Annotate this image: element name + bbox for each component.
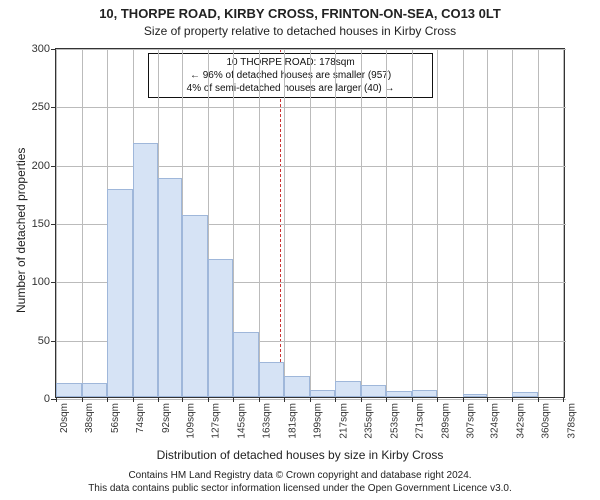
x-tick-mark xyxy=(538,397,539,402)
histogram-bar xyxy=(208,259,234,397)
footer-line-1: Contains HM Land Registry data © Crown c… xyxy=(0,470,600,483)
x-tick-label: 20sqm xyxy=(59,403,70,433)
plot-area: 10 THORPE ROAD: 178sqm ← 96% of detached… xyxy=(55,48,565,398)
chart-subtitle: Size of property relative to detached ho… xyxy=(0,24,600,38)
x-tick-label: 199sqm xyxy=(313,403,324,439)
x-tick-label: 145sqm xyxy=(236,403,247,439)
y-axis-label: Number of detached properties xyxy=(14,148,28,313)
grid-line xyxy=(563,49,564,399)
chart-container: 10, THORPE ROAD, KIRBY CROSS, FRINTON-ON… xyxy=(0,0,600,500)
x-tick-mark xyxy=(82,397,83,402)
histogram-bar xyxy=(158,178,182,397)
histogram-bar xyxy=(310,390,336,397)
x-tick-mark xyxy=(310,397,311,402)
grid-line xyxy=(361,49,362,399)
x-tick-mark xyxy=(107,397,108,402)
histogram-bar xyxy=(412,390,438,397)
grid-line xyxy=(56,49,57,399)
grid-line xyxy=(82,49,83,399)
x-tick-mark xyxy=(56,397,57,402)
histogram-bar xyxy=(233,332,259,397)
x-tick-label: 307sqm xyxy=(466,403,477,439)
x-tick-label: 56sqm xyxy=(110,403,121,433)
x-tick-mark xyxy=(512,397,513,402)
histogram-bar xyxy=(512,392,538,397)
x-tick-label: 92sqm xyxy=(161,403,172,433)
x-tick-label: 109sqm xyxy=(185,403,196,439)
reference-line xyxy=(280,49,281,397)
y-tick-label: 50 xyxy=(20,335,50,347)
x-tick-label: 289sqm xyxy=(440,403,451,439)
y-tick-label: 0 xyxy=(20,393,50,405)
grid-line xyxy=(487,49,488,399)
grid-line xyxy=(310,49,311,399)
x-tick-mark xyxy=(487,397,488,402)
histogram-bar xyxy=(82,383,108,397)
histogram-bar xyxy=(259,362,285,397)
x-tick-mark xyxy=(463,397,464,402)
annotation-box: 10 THORPE ROAD: 178sqm ← 96% of detached… xyxy=(148,53,434,98)
footer-line-2: This data contains public sector informa… xyxy=(0,483,600,496)
x-tick-label: 181sqm xyxy=(287,403,298,439)
x-tick-mark xyxy=(563,397,564,402)
x-tick-mark xyxy=(259,397,260,402)
x-tick-mark xyxy=(284,397,285,402)
x-tick-mark xyxy=(386,397,387,402)
x-tick-mark xyxy=(437,397,438,402)
histogram-bar xyxy=(133,143,159,397)
x-tick-mark xyxy=(361,397,362,402)
x-tick-label: 217sqm xyxy=(338,403,349,439)
chart-title: 10, THORPE ROAD, KIRBY CROSS, FRINTON-ON… xyxy=(0,6,600,21)
x-tick-label: 271sqm xyxy=(415,403,426,439)
histogram-bar xyxy=(56,383,82,397)
x-tick-label: 253sqm xyxy=(389,403,400,439)
x-tick-label: 342sqm xyxy=(515,403,526,439)
histogram-bar xyxy=(284,376,310,397)
histogram-bar xyxy=(463,394,487,398)
grid-line xyxy=(463,49,464,399)
x-axis-label: Distribution of detached houses by size … xyxy=(0,448,600,462)
grid-line xyxy=(538,49,539,399)
y-tick-label: 250 xyxy=(20,101,50,113)
grid-line xyxy=(386,49,387,399)
x-tick-mark xyxy=(208,397,209,402)
x-tick-label: 324sqm xyxy=(490,403,501,439)
grid-line xyxy=(412,49,413,399)
y-tick-label: 300 xyxy=(20,43,50,55)
histogram-bar xyxy=(182,215,208,397)
grid-line xyxy=(284,49,285,399)
x-tick-mark xyxy=(182,397,183,402)
histogram-bar xyxy=(386,391,412,397)
x-tick-label: 38sqm xyxy=(85,403,96,433)
grid-line xyxy=(437,49,438,399)
x-tick-label: 360sqm xyxy=(541,403,552,439)
x-tick-label: 74sqm xyxy=(136,403,147,433)
x-tick-label: 127sqm xyxy=(211,403,222,439)
x-tick-mark xyxy=(412,397,413,402)
grid-line xyxy=(335,49,336,399)
histogram-bar xyxy=(335,381,361,397)
grid-line xyxy=(259,49,260,399)
x-tick-mark xyxy=(335,397,336,402)
grid-line xyxy=(512,49,513,399)
x-tick-label: 378sqm xyxy=(566,403,577,439)
histogram-bar xyxy=(107,189,133,397)
x-tick-mark xyxy=(133,397,134,402)
x-tick-label: 235sqm xyxy=(364,403,375,439)
histogram-bar xyxy=(361,385,387,397)
x-tick-mark xyxy=(233,397,234,402)
x-tick-label: 163sqm xyxy=(262,403,273,439)
x-tick-mark xyxy=(158,397,159,402)
footer-copyright: Contains HM Land Registry data © Crown c… xyxy=(0,470,600,495)
